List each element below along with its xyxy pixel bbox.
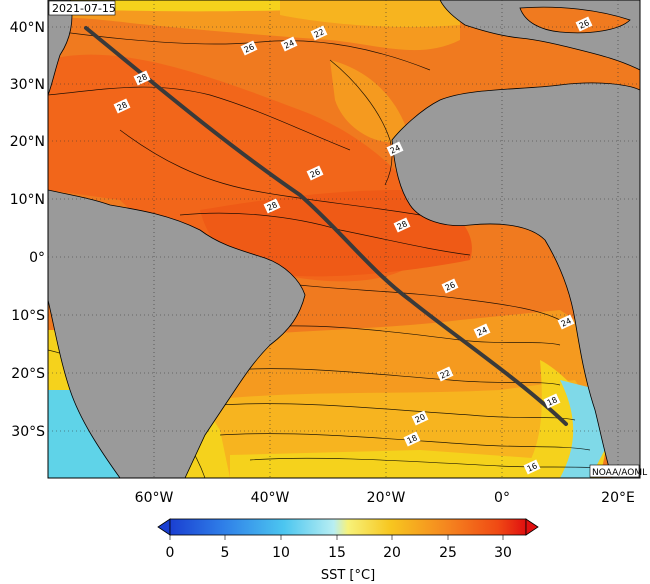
land-africa [391,82,640,478]
contour-label: 26 [575,16,593,32]
colorbar-tick-label: 5 [221,545,230,561]
contour-label-box [240,40,258,56]
contour-label: 16 [523,459,541,475]
contour-label-text: 22 [313,27,326,39]
lat-label: 20°N [10,134,45,150]
contour-label: 20 [411,410,429,426]
contour-label-box [263,198,281,214]
lat-label: 10°N [10,192,45,208]
lat-label: 40°N [10,20,45,36]
contour-label-text: 16 [526,461,539,473]
contour-label: 26 [306,165,324,181]
contour-label-text: 26 [243,42,256,54]
contour-label: 24 [473,323,491,339]
contour-label-box [310,25,328,41]
colorbar-ticks [169,535,504,540]
contour-label: 22 [436,366,454,382]
lon-label: 40°W [251,490,290,506]
contour-label: 28 [133,70,151,86]
contour-label: 28 [263,198,281,214]
colorbar-high-arrow [525,518,539,536]
contour-label: 28 [393,217,411,233]
lat-label: 30°N [10,77,45,93]
contour-label-text: 26 [578,18,591,30]
contour-label: 18 [403,431,421,447]
land [48,0,640,478]
credit-label: NOAA/AOML [592,468,647,478]
lat-label: 0° [29,250,45,266]
contour-label-box [543,393,561,409]
contour-label: 24 [280,36,298,52]
contour-label: 22 [310,25,328,41]
contour-label-box [575,16,593,32]
lon-label: 20°W [367,490,406,506]
ocean-mid-northeast [280,0,460,27]
ocean-mid-canary [330,60,410,143]
lat-label: 20°S [11,366,45,382]
contour-label-box [557,314,575,330]
colorbar-tick-label: 25 [439,545,457,561]
contour-label-text: 24 [476,325,489,337]
graticule [48,0,640,478]
date-label: 2021-07-15 [52,2,116,15]
contour-label-text: 28 [396,219,409,231]
contour-label-box [436,366,454,382]
lon-label: 20°E [601,490,635,506]
lat-label: 30°S [11,424,45,440]
mediterranean-sea [519,6,631,34]
colorbar-title: SST [°C] [321,568,375,583]
colorbar-gradient [169,518,527,536]
colorbar: 0 5 10 15 20 25 30 SST [°C] [157,518,539,583]
colorbar-tick-label: 15 [328,545,346,561]
contour-label-box [386,141,404,157]
contour-label: 26 [441,278,459,294]
latitude-labels: 40°N 30°N 20°N 10°N 0° 10°S 20°S 30°S [10,20,45,440]
lat-label: 10°S [11,308,45,324]
credit-box [589,464,640,478]
contour-label-box [393,217,411,233]
contour-label-text: 18 [546,395,559,407]
map-plot-area: 26 24 22 26 28 28 24 26 28 28 26 24 24 22 18 20 18 16 [48,0,640,478]
contour-label-box [403,431,421,447]
map-frame [47,0,641,479]
colorbar-tick-label: 10 [272,545,290,561]
contour-label-box [411,410,429,426]
longitude-labels: 60°W 40°W 20°W 0° 20°E [135,490,635,506]
contour-label-text: 22 [439,368,452,380]
date-label-box [48,0,116,16]
contour-label-text: 28 [266,200,279,212]
ocean-cool-south-edge [230,450,560,478]
contour-label-text: 20 [414,412,427,424]
colorbar-tick-label: 30 [494,545,512,561]
contour-label-text: 24 [560,316,573,328]
ship-track-line [84,26,568,426]
contour-label-box [523,459,541,475]
contour-label-box [280,36,298,52]
contour-label: 26 [240,40,258,56]
land-south-america [48,189,306,478]
contour-label-text: 24 [389,143,402,155]
contour-label-text: 28 [116,100,129,112]
contour-label-box [133,70,151,86]
contour-label-text: 26 [309,167,322,179]
contour-labels: 26 24 22 26 28 28 24 26 28 28 26 24 24 22 18 20 18 16 [113,16,593,475]
contour-label-box [306,165,324,181]
contour-label-text: 28 [136,72,149,84]
lon-label: 0° [494,490,510,506]
colorbar-tick-label: 0 [166,545,175,561]
contour-label: 28 [113,98,131,114]
contour-label-box [441,278,459,294]
contour-label-box [473,323,491,339]
lon-label: 60°W [135,490,174,506]
contour-label-box [113,98,131,114]
contour-label-text: 26 [444,280,457,292]
contour-label-text: 24 [283,38,296,50]
colorbar-low-arrow [157,518,171,536]
contour-label-text: 18 [406,433,419,445]
contour-label: 24 [386,141,404,157]
contour-label: 18 [543,393,561,409]
contour-label: 24 [557,314,575,330]
colorbar-tick-label: 20 [383,545,401,561]
